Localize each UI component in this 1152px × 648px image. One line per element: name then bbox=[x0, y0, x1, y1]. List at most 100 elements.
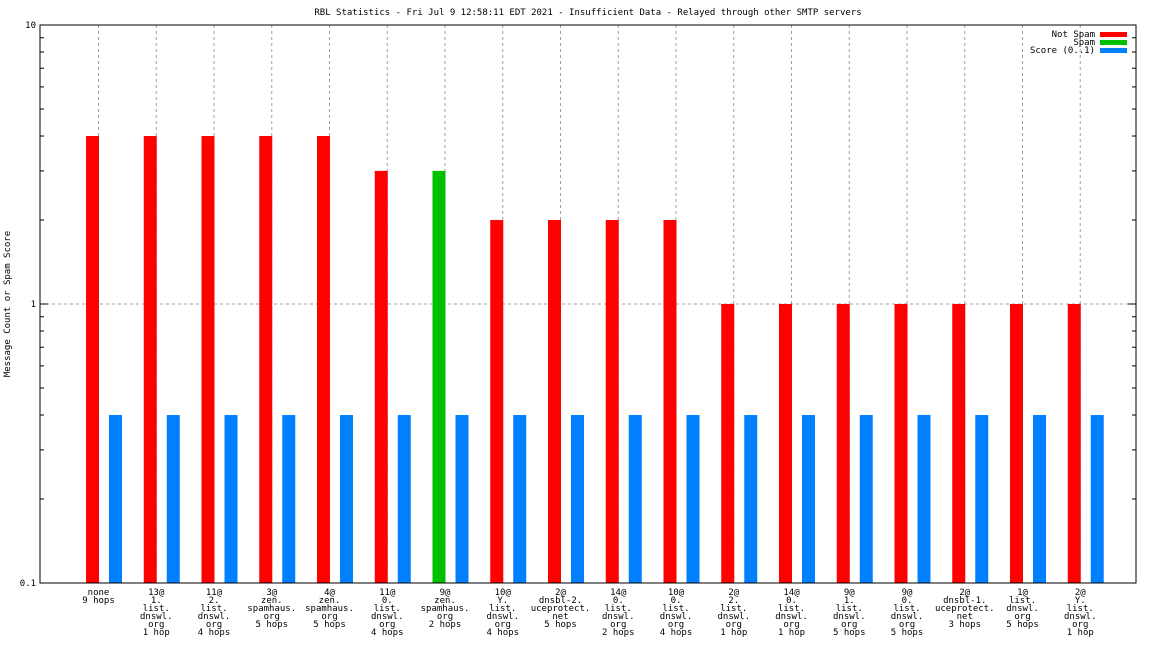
x-tick-label: 10@ 0. list. dnswl. org 4 hops bbox=[660, 588, 693, 638]
y-tick-label: 1 bbox=[31, 300, 36, 310]
bar-score bbox=[166, 415, 180, 583]
x-tick-label-line: dnswl. bbox=[833, 612, 866, 622]
x-tick-label-line: 10@ bbox=[495, 588, 512, 598]
bar-score bbox=[802, 415, 815, 583]
x-tick-label-line: 0. bbox=[613, 596, 624, 606]
x-tick-label-line: 2@ bbox=[728, 588, 739, 598]
bar-score bbox=[513, 415, 527, 583]
y-tick-label: 10 bbox=[25, 21, 36, 31]
x-tick-label-line: spamhaus. bbox=[305, 604, 354, 614]
x-tick-label-line: 0. bbox=[902, 596, 913, 606]
bar-not-spam bbox=[259, 136, 273, 583]
bar-not-spam bbox=[894, 304, 908, 583]
x-tick-label-line: 9 hops bbox=[82, 596, 115, 606]
x-tick-label-line: list. bbox=[720, 604, 747, 614]
bar-score bbox=[571, 415, 584, 583]
x-tick-label-line: dnsbl-2. bbox=[539, 596, 582, 606]
x-tick-label: 11@ 0. list. dnswl. org 4 hops bbox=[371, 588, 404, 638]
x-tick-label-line: 1 hop bbox=[778, 628, 805, 638]
x-tick-label-line: 11@ bbox=[379, 588, 396, 598]
bar-score bbox=[859, 415, 873, 583]
x-tick-label-line: 5 hops bbox=[1006, 620, 1039, 630]
x-tick-label: 2@ dnsbl-2. uceprotect. net 5 hops bbox=[531, 588, 591, 630]
x-tick-label-line: 3 hops bbox=[948, 620, 981, 630]
bar-score bbox=[628, 415, 642, 583]
x-tick-label-line: org bbox=[321, 612, 337, 622]
x-tick-label-line: 2. bbox=[728, 596, 739, 606]
legend-label: Score (0..1) bbox=[1030, 46, 1095, 56]
y-axis-label: Message Count or Spam Score bbox=[3, 231, 13, 377]
x-tick-label-line: 1 hop bbox=[720, 628, 747, 638]
x-tick-label: 9@ 0. list. dnswl. org 5 hops bbox=[891, 588, 924, 638]
x-tick-label: 13@ 1. list. dnswl. org 1 hop bbox=[140, 588, 173, 638]
x-tick-label-line: list. bbox=[143, 604, 170, 614]
x-tick-label-line: dnswl. bbox=[486, 612, 519, 622]
x-tick-label-line: net bbox=[552, 612, 568, 622]
x-tick-label-line: list. bbox=[489, 604, 516, 614]
x-tick-label: 3@ zen. spamhaus. org 5 hops bbox=[247, 588, 296, 630]
bar-not-spam bbox=[1010, 304, 1023, 583]
x-tick-label-line: org bbox=[668, 620, 684, 630]
x-tick-label-line: 5 hops bbox=[313, 620, 346, 630]
x-tick-label: none 9 hops bbox=[82, 588, 115, 606]
x-tick-label-line: org bbox=[899, 620, 915, 630]
bar-not-spam bbox=[836, 304, 850, 583]
x-tick-label-line: spamhaus. bbox=[421, 604, 470, 614]
x-tick-label: 14@ 0. list. dnswl. org 1 hop bbox=[775, 588, 808, 638]
x-tick-label: 9@ 1. list. dnswl. org 5 hops bbox=[833, 588, 866, 638]
legend-swatch bbox=[1100, 48, 1127, 53]
x-tick-label-line: 1. bbox=[151, 596, 162, 606]
bar-score bbox=[975, 415, 989, 583]
x-tick-label-line: 4@ bbox=[324, 588, 335, 598]
x-tick-label-line: 4 hops bbox=[660, 628, 693, 638]
x-tick-label-line: org bbox=[610, 620, 626, 630]
bar-score bbox=[282, 415, 296, 583]
x-tick-label-line: dnswl. bbox=[140, 612, 173, 622]
x-tick-label-line: 5 hops bbox=[891, 628, 924, 638]
x-tick-label-line: uceprotect. bbox=[935, 604, 995, 614]
legend-swatch bbox=[1100, 32, 1127, 37]
x-tick-label-line: 1@ bbox=[1017, 588, 1028, 598]
x-tick-label-line: list. bbox=[605, 604, 632, 614]
x-tick-label-line: org bbox=[437, 612, 453, 622]
x-tick-label-line: none bbox=[88, 588, 110, 598]
bar-score bbox=[455, 415, 469, 583]
x-tick-label-line: 2. bbox=[209, 596, 220, 606]
bar-not-spam bbox=[490, 220, 504, 583]
x-tick-label-line: 14@ bbox=[610, 588, 627, 598]
x-tick-label-line: org bbox=[206, 620, 222, 630]
x-tick-label-line: Y. bbox=[1075, 596, 1086, 606]
x-tick-label-line: 0. bbox=[671, 596, 682, 606]
x-tick-label-line: list. bbox=[1067, 604, 1094, 614]
x-tick-label-line: org bbox=[495, 620, 511, 630]
x-tick-label-line: list. bbox=[374, 604, 401, 614]
x-tick-label-line: zen. bbox=[261, 596, 283, 606]
legend-swatch bbox=[1100, 40, 1127, 45]
x-tick-label-line: dnswl. bbox=[660, 612, 693, 622]
x-tick-label: 10@ Y. list. dnswl. org 4 hops bbox=[486, 588, 519, 638]
bar-not-spam bbox=[548, 220, 561, 583]
x-tick-label: 2@ Y. list. dnswl. org 1 hop bbox=[1064, 588, 1097, 638]
x-tick-label-line: 9@ bbox=[902, 588, 913, 598]
x-tick-label-line: org bbox=[264, 612, 280, 622]
bar-not-spam bbox=[663, 220, 677, 583]
x-tick-label: 2@ dnsbl-1. uceprotect. net 3 hops bbox=[935, 588, 995, 630]
bar-not-spam bbox=[374, 170, 388, 583]
x-tick-label-line: dnswl. bbox=[371, 612, 404, 622]
x-tick-label-line: 2@ bbox=[555, 588, 566, 598]
x-tick-label-line: org bbox=[1014, 612, 1030, 622]
x-tick-label: 1@ list. dnswl. org 5 hops bbox=[1006, 588, 1039, 630]
plot-border bbox=[39, 24, 1137, 584]
x-tick-label: 14@ 0. list. dnswl. org 2 hops bbox=[602, 588, 635, 638]
bar-score bbox=[109, 415, 122, 583]
x-tick-label-line: dnswl. bbox=[1006, 604, 1039, 614]
x-tick-label-line: 2@ bbox=[959, 588, 970, 598]
x-tick-label-line: 3@ bbox=[266, 588, 277, 598]
y-tick-label: 0.1 bbox=[20, 579, 36, 589]
x-tick-label-line: 0. bbox=[786, 596, 797, 606]
x-tick-label-line: list. bbox=[836, 604, 863, 614]
bar-spam bbox=[432, 170, 446, 583]
x-tick-label-line: zen. bbox=[319, 596, 341, 606]
bar-score bbox=[686, 415, 700, 583]
x-tick-label-line: uceprotect. bbox=[531, 604, 591, 614]
